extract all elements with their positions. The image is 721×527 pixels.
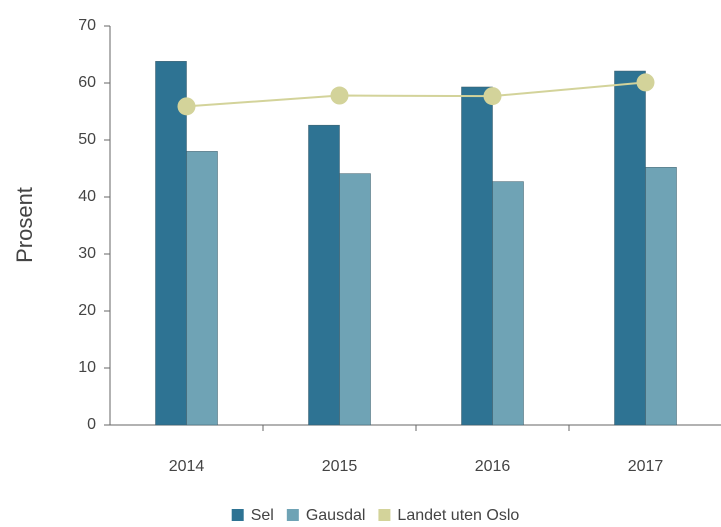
bar	[492, 181, 524, 426]
legend-swatch	[286, 509, 299, 521]
bar	[308, 124, 340, 426]
y-tick-label: 0	[87, 416, 96, 433]
legend-label: Sel	[251, 507, 274, 524]
x-tick-label: 2015	[322, 458, 358, 475]
y-tick-label: 70	[78, 17, 96, 34]
y-axis-label: Prosent	[12, 187, 37, 263]
line	[186, 81, 646, 108]
y-tick-label: 10	[78, 359, 96, 376]
legend-label: Landet uten Oslo	[397, 507, 519, 524]
bar	[339, 173, 371, 426]
marker	[483, 87, 502, 106]
x-tick-label: 2017	[628, 458, 664, 475]
y-tick-label: 60	[78, 74, 96, 91]
marker	[177, 97, 196, 116]
marker	[330, 86, 349, 105]
x-tick-label: 2016	[475, 458, 511, 475]
y-tick-label: 30	[78, 245, 96, 262]
bar	[155, 61, 187, 426]
y-tick-label: 20	[78, 302, 96, 319]
y-tick-label: 50	[78, 131, 96, 148]
bar	[614, 70, 646, 426]
marker	[636, 73, 655, 92]
x-tick-label: 2014	[169, 458, 205, 475]
bar	[461, 86, 493, 426]
legend-label: Gausdal	[306, 507, 366, 524]
bar	[645, 167, 677, 426]
legend-swatch	[231, 509, 244, 521]
bar	[186, 151, 218, 426]
legend-swatch	[378, 509, 391, 521]
y-tick-label: 40	[78, 188, 96, 205]
